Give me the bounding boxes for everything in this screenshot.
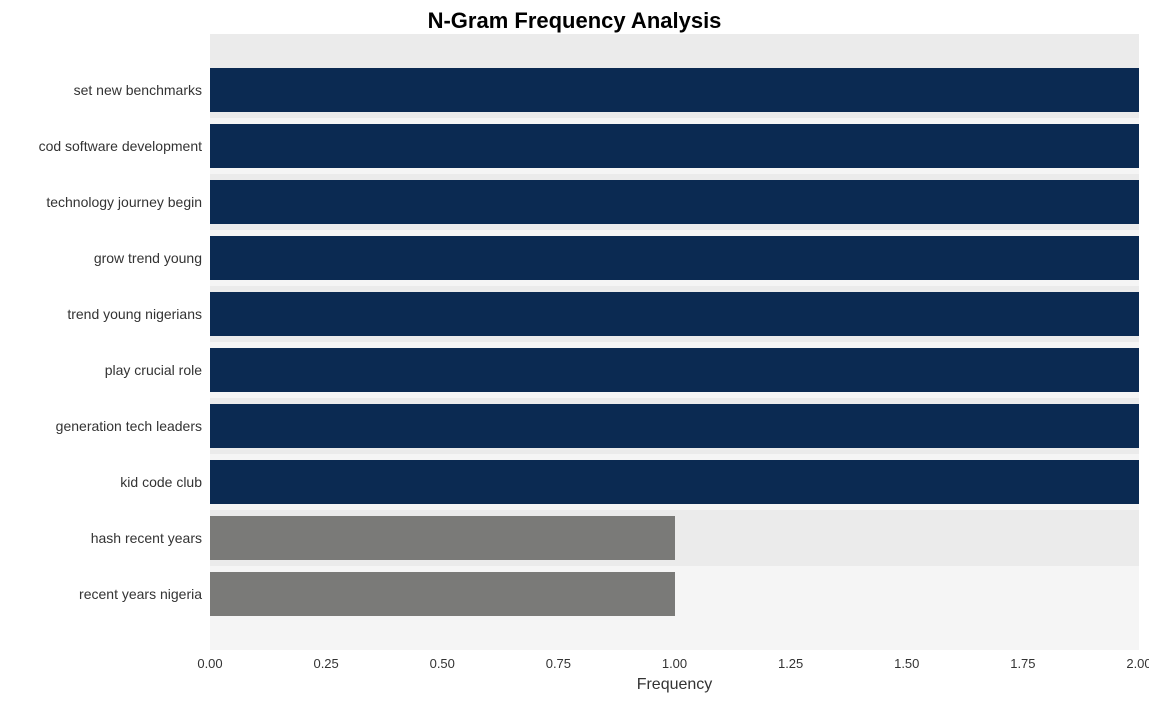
y-tick-label: play crucial role xyxy=(105,362,210,378)
bar xyxy=(210,68,1139,112)
bar-row: set new benchmarks xyxy=(210,62,1139,118)
bar xyxy=(210,404,1139,448)
bar xyxy=(210,516,675,560)
x-tick: 0.50 xyxy=(430,650,455,671)
bar xyxy=(210,348,1139,392)
bar-row: play crucial role xyxy=(210,342,1139,398)
y-tick-label: trend young nigerians xyxy=(67,306,210,322)
bar-row: generation tech leaders xyxy=(210,398,1139,454)
bar-row: recent years nigeria xyxy=(210,566,1139,622)
x-tick: 0.00 xyxy=(197,650,222,671)
y-tick-label: hash recent years xyxy=(91,530,210,546)
plot-area: Frequency 0.000.250.500.751.001.251.501.… xyxy=(210,34,1139,650)
bar xyxy=(210,180,1139,224)
bar xyxy=(210,460,1139,504)
ngram-chart: N-Gram Frequency Analysis Frequency 0.00… xyxy=(0,0,1149,701)
bar-row: grow trend young xyxy=(210,230,1139,286)
x-tick: 0.25 xyxy=(313,650,338,671)
y-tick-label: kid code club xyxy=(120,474,210,490)
y-tick-label: grow trend young xyxy=(94,250,210,266)
bar-row: kid code club xyxy=(210,454,1139,510)
x-tick: 2.00 xyxy=(1126,650,1149,671)
y-tick-label: generation tech leaders xyxy=(56,418,210,434)
bar-row: hash recent years xyxy=(210,510,1139,566)
x-tick: 1.25 xyxy=(778,650,803,671)
x-tick: 1.50 xyxy=(894,650,919,671)
y-tick-label: cod software development xyxy=(39,138,210,154)
x-tick: 1.00 xyxy=(662,650,687,671)
x-tick: 1.75 xyxy=(1010,650,1035,671)
y-tick-label: technology journey begin xyxy=(46,194,210,210)
bar xyxy=(210,236,1139,280)
bar-row: cod software development xyxy=(210,118,1139,174)
bar-row: trend young nigerians xyxy=(210,286,1139,342)
chart-title: N-Gram Frequency Analysis xyxy=(0,8,1149,34)
bar xyxy=(210,124,1139,168)
x-tick: 0.75 xyxy=(546,650,571,671)
gridline xyxy=(1139,34,1140,650)
y-tick-label: recent years nigeria xyxy=(79,586,210,602)
bar xyxy=(210,292,1139,336)
bar-row: technology journey begin xyxy=(210,174,1139,230)
y-tick-label: set new benchmarks xyxy=(74,82,210,98)
bar xyxy=(210,572,675,616)
